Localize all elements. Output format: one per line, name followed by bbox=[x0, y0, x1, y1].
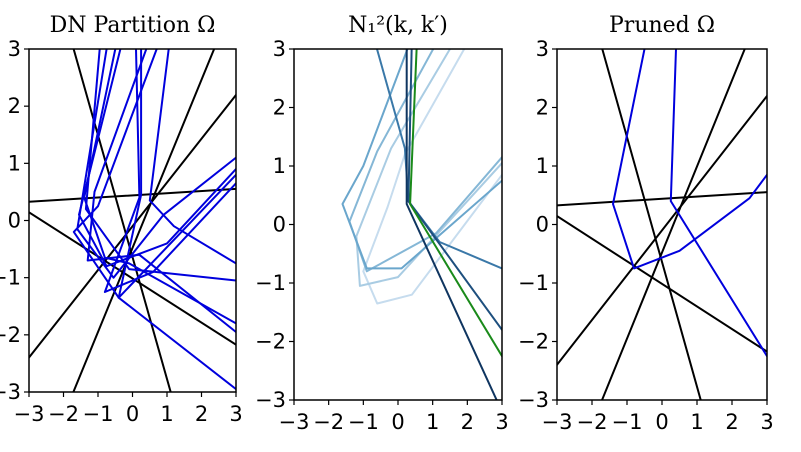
series-line-2 bbox=[29, 211, 236, 346]
series-line-5 bbox=[612, 49, 767, 270]
x-tick-label: −1 bbox=[83, 402, 114, 426]
series-line-3 bbox=[601, 49, 702, 400]
series-line-1 bbox=[557, 94, 767, 367]
series-line-7 bbox=[409, 49, 502, 358]
series-line-8 bbox=[76, 49, 236, 279]
series-line-0 bbox=[29, 187, 236, 203]
x-tick-label: 2 bbox=[195, 402, 208, 426]
y-tick-label: 1 bbox=[8, 151, 21, 175]
x-tick-label: −1 bbox=[348, 410, 379, 434]
y-tick-label: 3 bbox=[536, 37, 549, 61]
y-tick-label: −1 bbox=[518, 271, 549, 295]
panel-title: Pruned Ω bbox=[609, 13, 715, 38]
series-group bbox=[341, 49, 502, 400]
x-tick-label: −3 bbox=[542, 410, 573, 434]
y-tick-label: −2 bbox=[255, 330, 286, 354]
series-line-3 bbox=[341, 49, 502, 270]
y-tick-label: −1 bbox=[255, 271, 286, 295]
series-line-10 bbox=[117, 49, 236, 391]
x-tick-label: 0 bbox=[655, 410, 668, 434]
y-tick-label: −3 bbox=[518, 388, 549, 412]
series-line-0 bbox=[557, 191, 767, 207]
x-tick-label: −2 bbox=[577, 410, 608, 434]
x-tick-label: 1 bbox=[690, 410, 703, 434]
panel-title: N₁²(k, k′) bbox=[348, 13, 448, 38]
series-line-11 bbox=[148, 49, 236, 265]
series-line-3 bbox=[72, 49, 172, 392]
y-tick-label: 2 bbox=[8, 94, 21, 118]
series-line-9 bbox=[72, 49, 236, 299]
x-tick-label: −3 bbox=[279, 410, 310, 434]
y-tick-label: 2 bbox=[536, 96, 549, 120]
y-tick-label: −1 bbox=[0, 266, 21, 290]
series-line-2 bbox=[348, 49, 502, 273]
series-line-12 bbox=[103, 49, 236, 293]
series-line-4 bbox=[600, 49, 746, 400]
series-line-6 bbox=[78, 49, 236, 268]
series-line-2 bbox=[557, 214, 767, 353]
x-tick-label: 3 bbox=[495, 410, 508, 434]
series-line-13 bbox=[84, 49, 236, 282]
x-tick-label: 2 bbox=[725, 410, 738, 434]
x-tick-label: −2 bbox=[313, 410, 344, 434]
y-tick-label: 1 bbox=[536, 154, 549, 178]
y-tick-label: 1 bbox=[273, 154, 286, 178]
y-tick-label: 2 bbox=[273, 96, 286, 120]
y-tick-label: −2 bbox=[518, 330, 549, 354]
y-tick-label: 3 bbox=[8, 37, 21, 61]
x-tick-label: 0 bbox=[126, 402, 139, 426]
panel-title: DN Partition Ω bbox=[50, 13, 216, 38]
x-tick-label: 2 bbox=[461, 410, 474, 434]
series-line-5 bbox=[407, 49, 502, 331]
plot-frame bbox=[293, 48, 503, 401]
series-group bbox=[557, 49, 767, 400]
series-line-6 bbox=[669, 49, 767, 358]
x-tick-label: 0 bbox=[391, 410, 404, 434]
series-group bbox=[29, 49, 236, 392]
x-tick-label: −2 bbox=[48, 402, 79, 426]
plot-frame bbox=[28, 48, 237, 393]
y-tick-label: 0 bbox=[273, 213, 286, 237]
y-tick-label: 0 bbox=[8, 209, 21, 233]
y-tick-label: −3 bbox=[255, 388, 286, 412]
plot-frame bbox=[556, 48, 768, 401]
y-tick-label: 3 bbox=[273, 37, 286, 61]
series-line-4 bbox=[72, 49, 216, 392]
y-tick-label: −2 bbox=[0, 323, 21, 347]
y-tick-label: −3 bbox=[0, 380, 21, 404]
x-tick-label: 3 bbox=[760, 410, 773, 434]
series-line-7 bbox=[86, 49, 236, 333]
y-tick-label: 0 bbox=[536, 213, 549, 237]
series-line-1 bbox=[29, 93, 236, 360]
x-tick-label: −1 bbox=[612, 410, 643, 434]
x-tick-label: −3 bbox=[14, 402, 45, 426]
series-line-1 bbox=[355, 49, 502, 287]
series-line-6 bbox=[405, 49, 498, 400]
x-tick-label: 3 bbox=[229, 402, 242, 426]
x-tick-label: 1 bbox=[160, 402, 173, 426]
x-tick-label: 1 bbox=[426, 410, 439, 434]
